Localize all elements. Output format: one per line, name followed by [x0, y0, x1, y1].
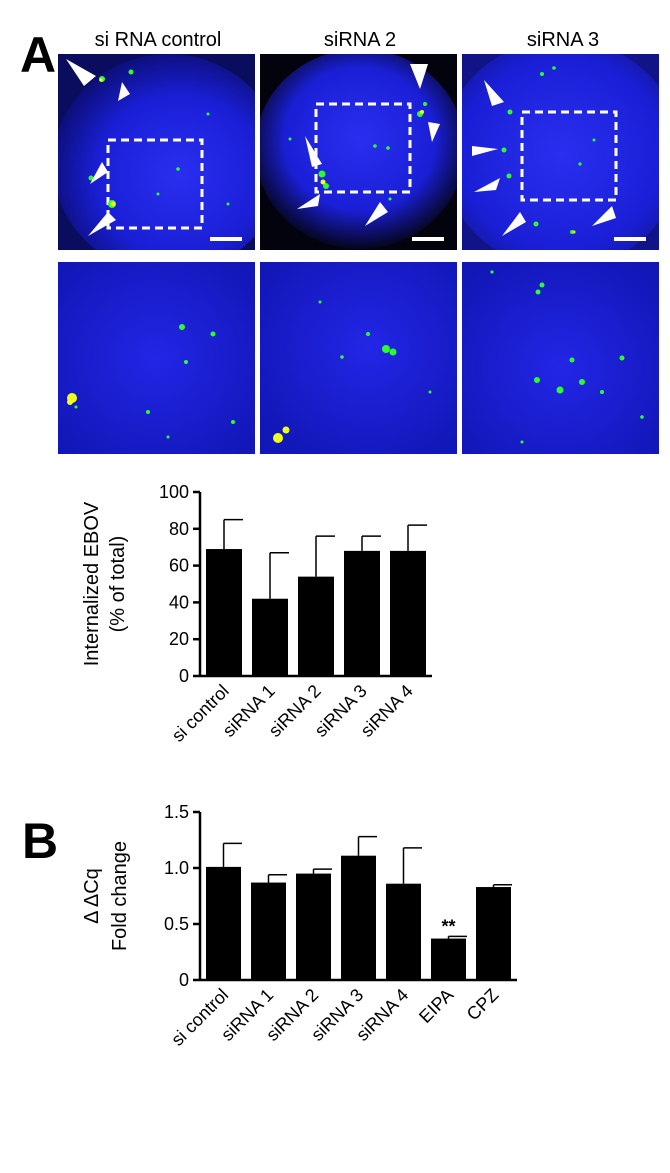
chart-b-y-axis-title-line2: Fold change	[109, 841, 131, 951]
micrograph-sirna3-zoom	[462, 262, 659, 454]
chart-b-y-axis-title-line1: Δ ΔCq	[81, 868, 103, 924]
chart-b-y-tick-label: 1.5	[164, 802, 189, 822]
chart-b-bar	[251, 882, 286, 980]
chart-a-y-tick-label: 20	[169, 629, 189, 649]
chart-a-bar	[344, 550, 380, 676]
chart-b-significance-label: **	[441, 916, 455, 936]
chart-a-y-tick-label: 100	[159, 482, 189, 502]
micrograph-control-overview	[58, 54, 255, 250]
chart-a-bar	[298, 576, 334, 676]
chart-a-category-label: siRNA 4	[357, 681, 417, 741]
chart-b-bar	[296, 873, 331, 980]
chart-b-category-label: CPZ	[463, 985, 503, 1025]
chart-b-bar	[476, 887, 511, 980]
chart-a-y-tick-label: 0	[179, 666, 189, 686]
chart-a-bar	[252, 598, 288, 676]
chart-a-bar	[206, 549, 242, 676]
scale-bar	[210, 237, 242, 241]
micrograph-title-sirna3: siRNA 3	[526, 29, 600, 51]
chart-b-bar	[341, 855, 376, 980]
zoom-box	[106, 138, 204, 230]
chart-b-y-tick-label: 0	[179, 970, 189, 990]
micrograph-title-control: si RNA control	[94, 29, 222, 51]
arrowhead-icon	[66, 59, 130, 236]
chart-b-category-label: EIPA	[415, 985, 457, 1027]
chart-b: 0 0.5 1.0 1.5 Δ ΔCq Fold change si control siRN…	[0, 800, 670, 1173]
chart-b-y-tick-label: 1.0	[164, 858, 189, 878]
panel-label-b: B	[22, 813, 59, 869]
micrograph-control-zoom	[58, 262, 255, 454]
chart-b-y-tick-label: 0.5	[164, 914, 189, 934]
chart-a-y-axis-title-line1: Internalized EBOV	[81, 501, 103, 666]
micrograph-title-sirna2: siRNA 2	[323, 29, 397, 51]
chart-b-bar	[431, 938, 466, 980]
micrograph-sirna2-overview	[260, 54, 457, 250]
chart-a-y-tick-label: 80	[169, 519, 189, 539]
arrowhead-icon	[472, 80, 616, 236]
scale-bar	[412, 237, 444, 241]
chart-a-bar	[390, 550, 426, 676]
arrowhead-icon	[297, 64, 440, 226]
chart-b-category-label: si control	[167, 985, 232, 1050]
panel-label-a: A	[20, 27, 57, 83]
zoom-box	[520, 110, 618, 202]
chart-b-bar	[386, 883, 421, 980]
micrograph-sirna3-overview	[462, 54, 659, 250]
chart-a-y-tick-label: 60	[169, 556, 189, 576]
chart-a-category-label: si control	[168, 681, 233, 746]
chart-a-y-tick-label: 40	[169, 592, 189, 612]
chart-b-bar	[206, 866, 241, 980]
micrograph-sirna2-zoom	[260, 262, 457, 454]
scale-bar	[614, 237, 646, 241]
chart-a: 0 20 40 60 80 100 Internalized EBOV (% of total…	[0, 470, 670, 800]
zoom-box	[314, 102, 412, 194]
chart-a-y-axis-title-line2: (% of total)	[107, 536, 129, 633]
